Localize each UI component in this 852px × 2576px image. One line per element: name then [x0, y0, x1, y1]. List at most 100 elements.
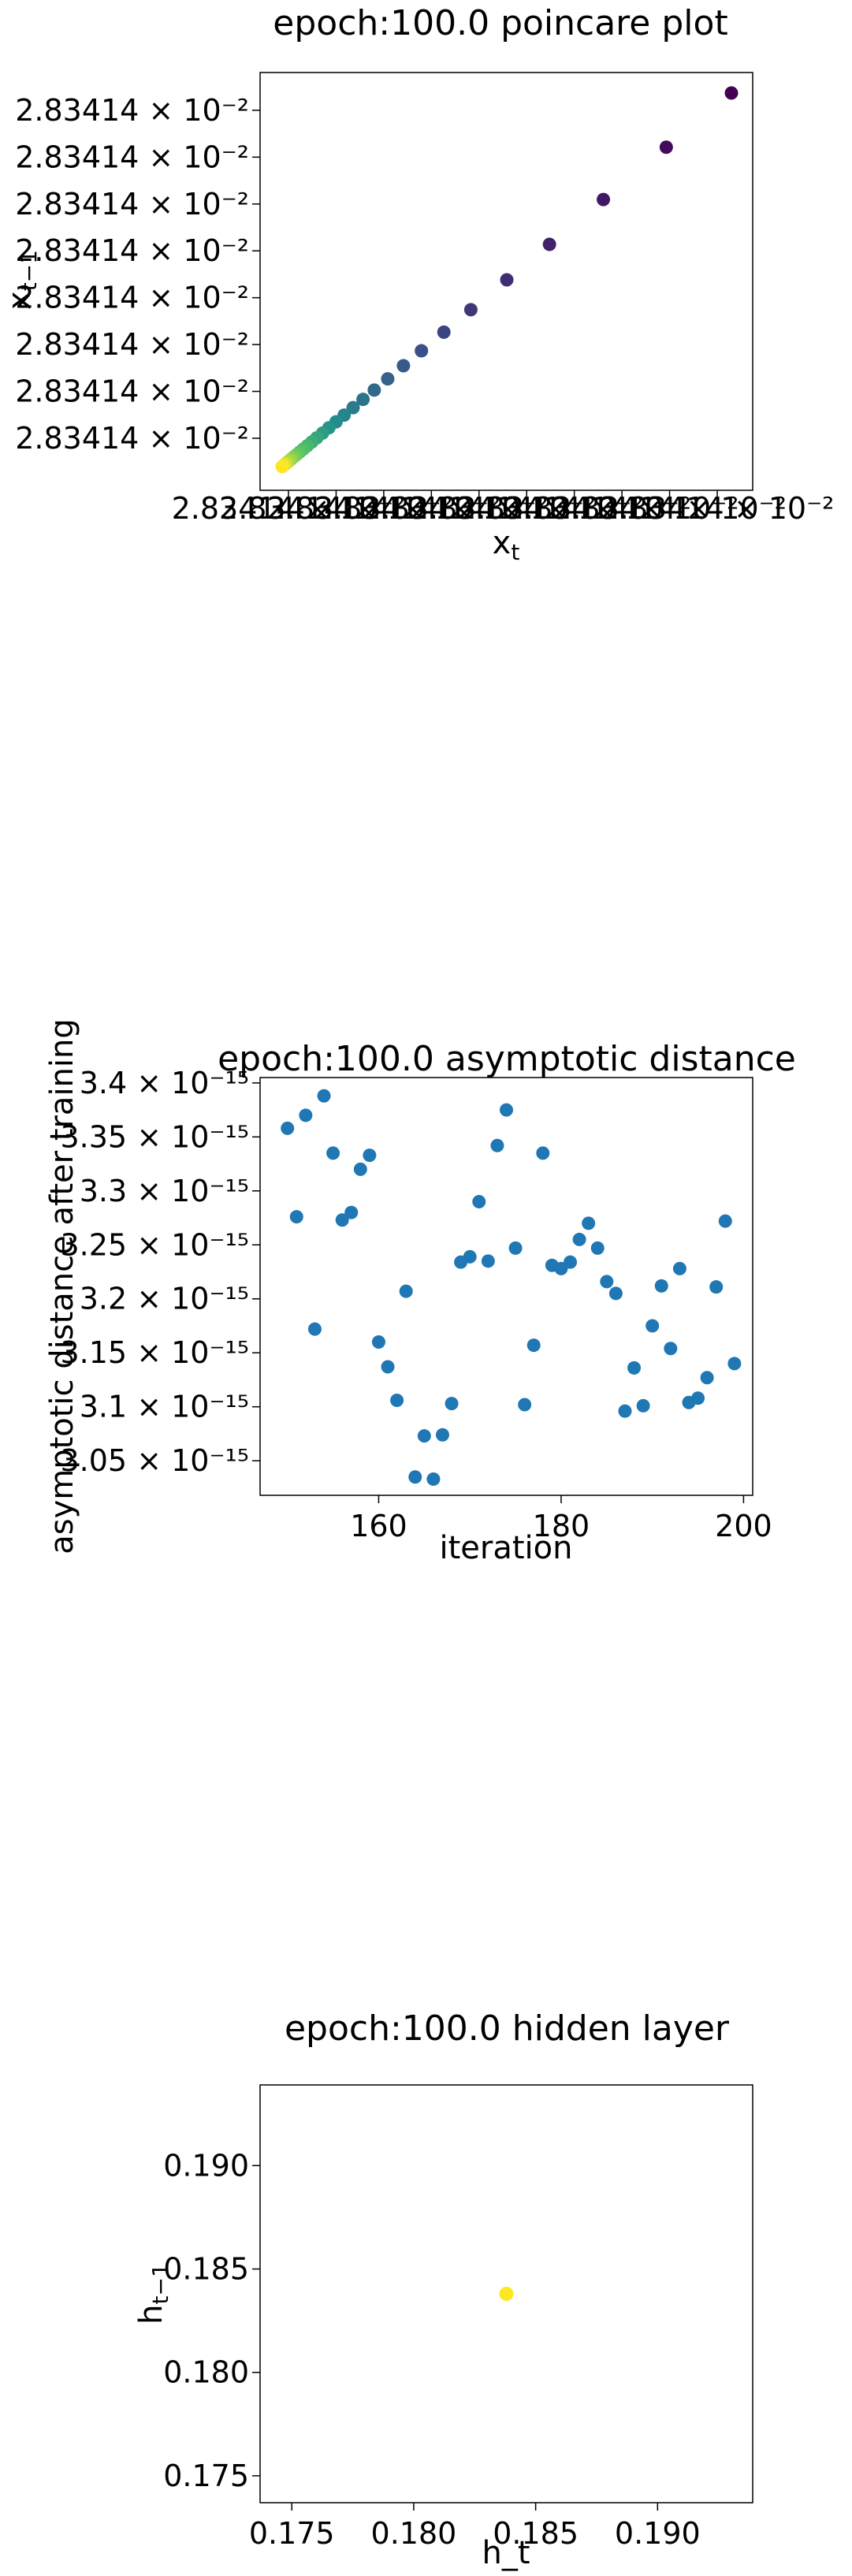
poincare-point [724, 86, 739, 100]
asymptotic-point [518, 1398, 532, 1412]
x-tick-label: 2.83414 × 10⁻² [457, 491, 691, 526]
y-tick-label: 0.185 [163, 2252, 249, 2287]
asymptotic-point [353, 1162, 367, 1176]
asymptotic-point [363, 1148, 377, 1163]
y-tick-label: 0.180 [163, 2355, 249, 2390]
asymptotic-point [490, 1138, 504, 1152]
poincare-chart: epoch:100.0 poincare plot 2.83414 × 10⁻²… [2, 3, 834, 565]
asymptotic-y-ticks: 3.05 × 10⁻¹⁵ 3.1 × 10⁻¹⁵ 3.15 × 10⁻¹⁵ 3.2 ×… [61, 1066, 260, 1478]
poincare-y-ticks: 2.83414 × 10⁻² 2.83414 × 10⁻² 2.83414 × 10… [15, 93, 260, 456]
poincare-x-ticks: 2.83414 × 10⁻²2.83414 × 10⁻²2.83414 × 10… [172, 490, 835, 526]
x-tick-label: 180 [533, 1509, 590, 1543]
asymptotic-chart: epoch:100.0 asymptotic distance 3.05 × 1… [44, 1018, 796, 1566]
poincare-point [346, 400, 360, 415]
asymptotic-x-ticks: 160 180 200 [350, 1495, 772, 1543]
asymptotic-points [281, 1089, 742, 1486]
asymptotic-point [445, 1397, 459, 1411]
asymptotic-point [691, 1391, 705, 1405]
asymptotic-ylabel: asymptotic distance after training [44, 1018, 80, 1554]
asymptotic-title: epoch:100.0 asymptotic distance [218, 1039, 796, 1079]
poincare-ylabel: xt−1 [2, 250, 42, 310]
asymptotic-point [500, 1103, 513, 1117]
asymptotic-point [426, 1472, 441, 1486]
y-tick-label: 3.4 × 10⁻¹⁵ [80, 1066, 249, 1100]
asymptotic-point [672, 1261, 686, 1275]
asymptotic-point [472, 1194, 486, 1208]
asymptotic-point [335, 1213, 349, 1227]
asymptotic-point [618, 1404, 632, 1418]
asymptotic-point [582, 1216, 596, 1230]
asymptotic-point [317, 1089, 331, 1103]
y-tick-label: 0.190 [163, 2148, 249, 2183]
poincare-point [415, 344, 429, 358]
asymptotic-point [390, 1393, 404, 1407]
poincare-xlabel: xt [493, 525, 520, 565]
x-tick-label: 2.83414 × 10⁻² [505, 491, 739, 526]
y-tick-label: 2.83414 × 10⁻² [15, 421, 249, 456]
asymptotic-point [435, 1428, 449, 1442]
asymptotic-point [627, 1361, 642, 1375]
asymptotic-point [381, 1360, 395, 1374]
y-tick-label: 2.83414 × 10⁻² [15, 140, 249, 174]
asymptotic-xlabel: iteration [440, 1530, 573, 1566]
asymptotic-point [664, 1342, 678, 1356]
poincare-point [437, 325, 451, 339]
x-tick-label: 0.190 [615, 2516, 701, 2551]
asymptotic-point [289, 1210, 303, 1224]
poincare-point [381, 372, 395, 386]
y-tick-label: 3.2 × 10⁻¹⁵ [80, 1282, 249, 1316]
x-tick-label: 2.83414 × 10⁻² [314, 491, 549, 526]
asymptotic-point [417, 1429, 431, 1443]
asymptotic-point [572, 1232, 586, 1246]
hidden-plot-area [259, 2084, 753, 2503]
x-tick-label: 2.83414 × 10⁻² [552, 491, 787, 526]
asymptotic-point [463, 1249, 477, 1264]
y-tick-label: 2.83414 × 10⁻² [15, 93, 249, 128]
poincare-point [597, 192, 611, 207]
asymptotic-point [654, 1279, 668, 1293]
asymptotic-point [536, 1146, 550, 1160]
y-tick-label: 3.1 × 10⁻¹⁵ [80, 1390, 249, 1424]
asymptotic-point [646, 1319, 660, 1333]
hidden-title: epoch:100.0 hidden layer [285, 2008, 730, 2049]
y-tick-label: 3.25 × 10⁻¹⁵ [61, 1227, 250, 1262]
hidden-point [499, 2287, 514, 2301]
asymptotic-point [326, 1146, 340, 1160]
asymptotic-plot-area [259, 1077, 753, 1496]
y-tick-label: 2.83414 × 10⁻² [15, 327, 249, 362]
x-tick-label: 0.180 [371, 2516, 457, 2551]
x-tick-label: 2.83414 × 10⁻² [172, 491, 406, 526]
x-tick-label: 0.175 [249, 2516, 335, 2551]
asymptotic-point [636, 1398, 650, 1413]
y-tick-label: 2.83414 × 10⁻² [15, 374, 249, 409]
x-tick-label: 0.185 [493, 2516, 579, 2551]
poincare-point [500, 273, 514, 287]
asymptotic-point [408, 1470, 422, 1484]
asymptotic-point [700, 1371, 714, 1385]
asymptotic-point [709, 1280, 724, 1294]
asymptotic-point [399, 1284, 413, 1298]
asymptotic-point [307, 1322, 322, 1336]
hidden-y-ticks: 0.175 0.180 0.185 0.190 [163, 2148, 260, 2493]
asymptotic-point [371, 1335, 385, 1349]
hidden-ylabel: ht−1 [133, 2263, 173, 2325]
y-tick-label: 3.35 × 10⁻¹⁵ [61, 1119, 250, 1154]
poincare-point [542, 237, 556, 251]
poincare-point [396, 359, 411, 373]
poincare-plot-area [259, 72, 753, 491]
y-tick-label: 0.175 [163, 2459, 249, 2493]
x-tick-label: 2.83414 × 10⁻² [601, 491, 835, 526]
hidden-x-ticks: 0.175 0.180 0.185 0.190 [249, 2503, 701, 2551]
x-tick-label: 2.83414 × 10⁻² [362, 491, 596, 526]
poincare-point [367, 383, 381, 397]
poincare-point [275, 460, 289, 474]
asymptotic-point [608, 1286, 623, 1301]
poincare-points [275, 86, 739, 474]
x-tick-label: 2.83414 × 10⁻² [219, 491, 453, 526]
poincare-title: epoch:100.0 poincare plot [273, 3, 727, 43]
y-tick-label: 2.83414 × 10⁻² [15, 233, 249, 268]
asymptotic-point [481, 1254, 495, 1268]
x-tick-label: 200 [715, 1509, 772, 1543]
x-tick-label: 160 [350, 1509, 407, 1543]
